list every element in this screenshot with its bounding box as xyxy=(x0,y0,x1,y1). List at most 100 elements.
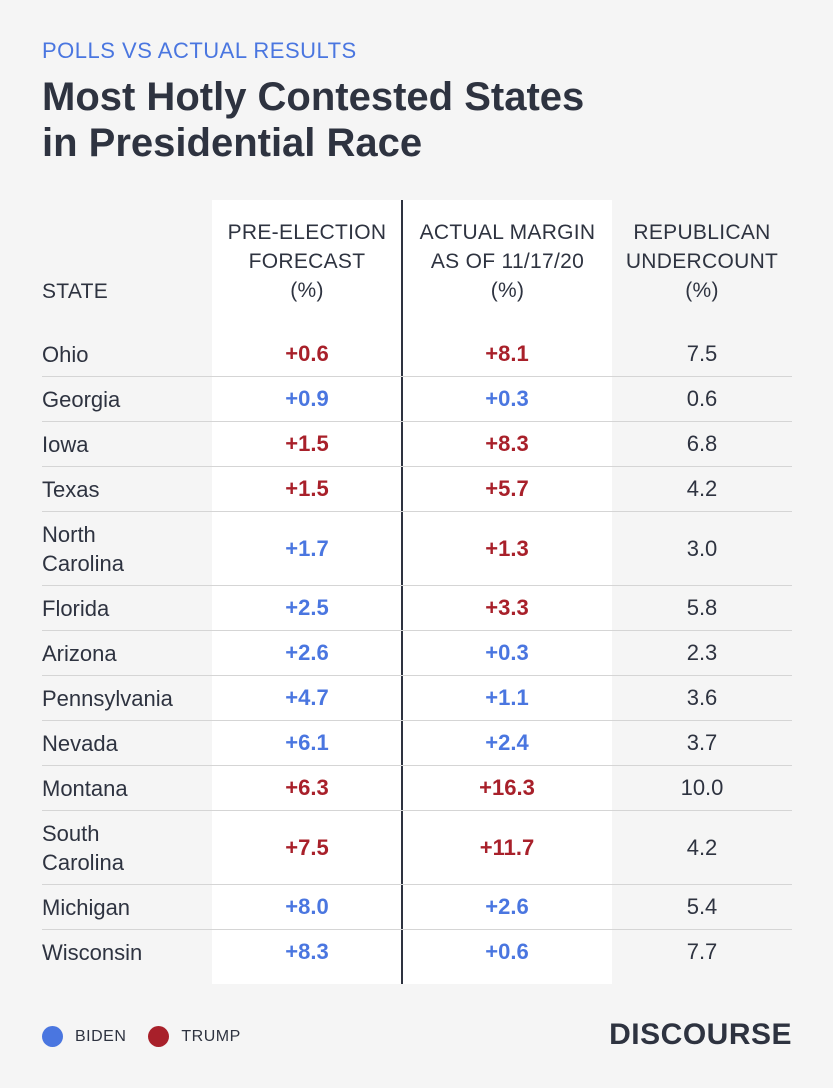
header-forecast: PRE-ELECTION FORECAST (%) xyxy=(212,218,402,305)
undercount-value: 5.8 xyxy=(686,595,718,620)
table-row: Michigan +8.0 +2.6 5.4 xyxy=(42,885,792,930)
table-row: Arizona +2.6 +0.3 2.3 xyxy=(42,631,792,676)
forecast-value: +0.9 xyxy=(285,386,329,411)
forecast-value: +7.5 xyxy=(285,834,329,860)
undercount-value: 4.2 xyxy=(686,476,718,501)
state-name-line: Iowa xyxy=(42,431,89,457)
biden-dot-icon xyxy=(42,1026,63,1047)
undercount-value: 3.0 xyxy=(686,535,718,561)
actual-value: +2.4 xyxy=(485,730,529,755)
actual-value: +2.6 xyxy=(485,894,529,919)
header-forecast-line: FORECAST xyxy=(248,250,366,273)
undercount-value: 6.8 xyxy=(686,431,718,456)
table-body: Ohio +0.6 +8.1 7.5 Georgia +0.9 +0.3 0.6 Iowa +1.… xyxy=(42,332,792,974)
legend-item-biden: BIDEN xyxy=(42,1026,126,1047)
page-title: Most Hotly Contested States in President… xyxy=(42,74,802,166)
actual-value: +1.3 xyxy=(485,535,529,561)
header-forecast-line: PRE-ELECTION xyxy=(227,221,387,244)
title-line-1: Most Hotly Contested States xyxy=(42,75,585,119)
state-name-line: North xyxy=(42,521,96,547)
header-actual: ACTUAL MARGIN AS OF 11/17/20 (%) xyxy=(403,218,612,305)
brand-logo: DISCOURSE xyxy=(609,1018,792,1051)
state-name-line: Carolina xyxy=(42,849,124,875)
state-name: Michigan xyxy=(42,893,212,922)
column-divider xyxy=(401,200,403,984)
forecast-value: +1.5 xyxy=(285,431,329,456)
forecast-value: +8.0 xyxy=(285,894,329,919)
state-name: Nevada xyxy=(42,729,212,758)
forecast-value: +2.6 xyxy=(285,640,329,665)
actual-value: +1.1 xyxy=(485,685,529,710)
forecast-value: +8.3 xyxy=(285,939,329,964)
table-row: South Carolina +7.5 +11.7 4.2 xyxy=(42,811,792,885)
actual-value: +0.3 xyxy=(485,386,529,411)
forecast-value: +2.5 xyxy=(285,595,329,620)
actual-value: +0.3 xyxy=(485,640,529,665)
state-name: Georgia xyxy=(42,385,212,414)
header-actual-line: AS OF 11/17/20 xyxy=(430,250,585,273)
forecast-value: +0.6 xyxy=(285,341,329,366)
actual-value: +11.7 xyxy=(479,834,535,860)
undercount-value: 3.7 xyxy=(686,730,718,755)
header-state: STATE xyxy=(42,280,109,303)
undercount-value: 0.6 xyxy=(686,386,718,411)
forecast-value: +1.7 xyxy=(285,535,329,561)
actual-column-panel xyxy=(403,200,612,984)
table-row: Georgia +0.9 +0.3 0.6 xyxy=(42,377,792,422)
state-name: Wisconsin xyxy=(42,938,212,967)
state-name-line: Carolina xyxy=(42,550,124,576)
state-name: Iowa xyxy=(42,430,212,459)
state-name-line: South xyxy=(42,820,100,846)
header-undercount: REPUBLICAN UNDERCOUNT (%) xyxy=(612,218,792,305)
trump-dot-icon xyxy=(148,1026,170,1047)
undercount-value: 4.2 xyxy=(686,834,718,860)
state-name: South Carolina xyxy=(42,819,212,877)
header-undercount-line: (%) xyxy=(685,279,719,302)
state-name-line: Wisconsin xyxy=(42,939,143,965)
forecast-value: +6.3 xyxy=(285,775,329,800)
state-name: Ohio xyxy=(42,340,212,369)
undercount-value: 2.3 xyxy=(686,640,718,665)
forecast-value: +1.5 xyxy=(285,476,329,501)
state-name: Montana xyxy=(42,774,212,803)
actual-value: +5.7 xyxy=(485,476,529,501)
header-undercount-line: REPUBLICAN xyxy=(633,221,771,244)
table-row: Florida +2.5 +3.3 5.8 xyxy=(42,586,792,631)
state-name-line: Arizona xyxy=(42,640,117,666)
undercount-value: 7.7 xyxy=(686,939,718,964)
state-name: North Carolina xyxy=(42,520,212,578)
state-name-line: Pennsylvania xyxy=(42,685,173,711)
actual-value: +8.1 xyxy=(485,341,529,366)
actual-value: +0.6 xyxy=(485,939,529,964)
legend: BIDEN TRUMP xyxy=(42,1026,263,1047)
header-undercount-line: UNDERCOUNT xyxy=(625,250,779,273)
state-name-line: Florida xyxy=(42,595,110,621)
table-row: Wisconsin +8.3 +0.6 7.7 xyxy=(42,930,792,974)
table-row: Texas +1.5 +5.7 4.2 xyxy=(42,467,792,512)
table-row: North Carolina +1.7 +1.3 3.0 xyxy=(42,512,792,586)
undercount-value: 3.6 xyxy=(686,685,718,710)
kicker: POLLS VS ACTUAL RESULTS xyxy=(42,38,357,63)
state-name-line: Texas xyxy=(42,476,100,502)
state-name-line: Georgia xyxy=(42,386,121,412)
actual-value: +16.3 xyxy=(479,775,535,800)
header-actual-line: (%) xyxy=(490,279,525,302)
undercount-value: 5.4 xyxy=(686,894,718,919)
table-row: Montana +6.3 +16.3 10.0 xyxy=(42,766,792,811)
state-name-line: Nevada xyxy=(42,730,118,756)
title-line-2: in Presidential Race xyxy=(42,121,423,165)
table-row: Iowa +1.5 +8.3 6.8 xyxy=(42,422,792,467)
state-name: Pennsylvania xyxy=(42,684,212,713)
table-row: Ohio +0.6 +8.1 7.5 xyxy=(42,332,792,377)
header-forecast-line: (%) xyxy=(290,279,324,302)
legend-label-biden: BIDEN xyxy=(75,1027,127,1045)
state-name: Texas xyxy=(42,475,212,504)
actual-value: +3.3 xyxy=(485,595,529,620)
state-name-line: Ohio xyxy=(42,341,89,367)
state-name-line: Montana xyxy=(42,775,128,801)
legend-item-trump: TRUMP xyxy=(148,1026,240,1047)
header-actual-line: ACTUAL MARGIN xyxy=(419,221,596,244)
forecast-value: +4.7 xyxy=(285,685,329,710)
legend-label-trump: TRUMP xyxy=(181,1027,241,1045)
forecast-column-panel xyxy=(212,200,402,984)
